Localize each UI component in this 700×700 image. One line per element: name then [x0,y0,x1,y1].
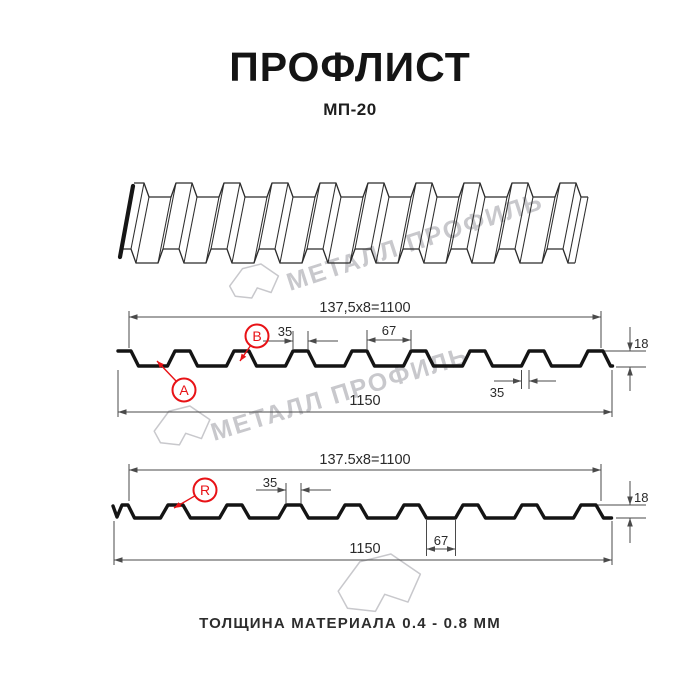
profile-model-subtitle: МП-20 [323,100,377,119]
profile-bottom-view: 137.5x8=1100 35 67 18 1150 R [192,452,648,557]
side-a-marker [171,377,197,403]
dim-height-bottom: 18 [634,490,648,505]
side-a-label: A [179,382,189,398]
side-b-marker [244,323,270,349]
dim-rib-bottom-width: 35 [490,385,504,400]
sheet-3d-view [117,182,589,264]
material-thickness-note: ТОЛЩИНА МАТЕРИАЛА 0.4 - 0.8 ММ [199,615,501,632]
dim-overall-width-bottom: 1150 [349,541,380,557]
side-r-marker [192,477,218,503]
dim-pitch-total-bottom: 137.5x8=1100 [319,452,410,468]
dim-height-top: 18 [634,336,648,351]
profile-top-graphics [116,311,646,417]
dim-pitch-total-top: 137,5x8=1100 [319,300,410,316]
page-title: ПРОФЛИСТ [229,44,471,90]
watermark-text-upper: МЕТАЛЛ ПРОФИЛЬ [283,187,547,296]
dim-rib-top-width: 35 [278,324,292,339]
dim-valley-width: 67 [382,323,396,338]
side-b-label: B [252,328,261,344]
dim-valley-width-bottom: 67 [434,533,448,548]
dim-rib-top-width-bottom: 35 [263,475,277,490]
side-r-label: R [200,482,210,498]
profile-bottom-graphics [111,464,646,565]
dim-overall-width-top: 1150 [349,393,380,409]
watermark-text-lower: МЕТАЛЛ ПРОФИЛЬ [208,342,473,447]
profile-top-view: 137,5x8=1100 35 67 18 35 1150 A B [171,300,648,409]
